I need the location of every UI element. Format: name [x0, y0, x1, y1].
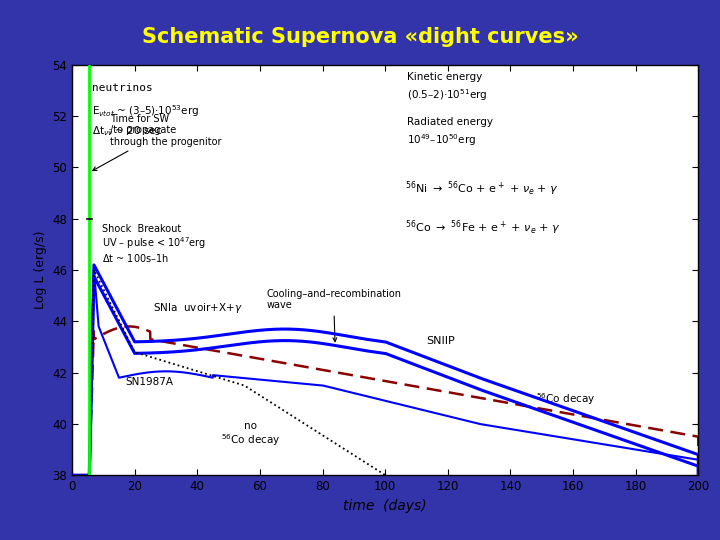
Text: SNIa  uvoir+X+$\gamma$: SNIa uvoir+X+$\gamma$ [153, 301, 243, 315]
Text: neutrinos: neutrinos [92, 83, 153, 93]
Text: $^{56}$Co decay: $^{56}$Co decay [221, 433, 280, 448]
Text: $^{56}$Ni $\rightarrow$ $^{56}$Co + e$^+$ + $\nu_e$ + $\gamma$: $^{56}$Ni $\rightarrow$ $^{56}$Co + e$^+… [397, 180, 559, 199]
Text: $\mathrm{E}_{\nu tot}$ ~ (3–5)·10$^{53}$erg: $\mathrm{E}_{\nu tot}$ ~ (3–5)·10$^{53}$… [92, 103, 199, 119]
Text: $\Delta\mathrm{t}_{\nu\bar{\nu}}$ ~ 20 sec: $\Delta\mathrm{t}_{\nu\bar{\nu}}$ ~ 20 s… [92, 124, 163, 138]
Text: $^{56}$Co decay: $^{56}$Co decay [536, 392, 595, 407]
Text: SNIIP: SNIIP [426, 336, 454, 346]
Text: 10$^{49}$–10$^{50}$erg: 10$^{49}$–10$^{50}$erg [407, 132, 477, 149]
Text: Kinetic energy: Kinetic energy [407, 72, 482, 82]
Text: Cooling–and–recombination
wave: Cooling–and–recombination wave [266, 289, 401, 342]
Text: Schematic Supernova «dight curves»: Schematic Supernova «dight curves» [142, 27, 578, 47]
Text: UV – pulse < 10$^{47}$erg: UV – pulse < 10$^{47}$erg [102, 235, 206, 251]
Text: $\Delta$t ~ 100s–1h: $\Delta$t ~ 100s–1h [102, 252, 168, 264]
Y-axis label: Log L (erg/s): Log L (erg/s) [34, 231, 47, 309]
X-axis label: time  (days): time (days) [343, 498, 427, 512]
Text: SN1987A: SN1987A [125, 377, 174, 387]
Text: Shock  Breakout: Shock Breakout [102, 224, 181, 233]
Text: Time for SW
/to propagate
through the progenitor: Time for SW /to propagate through the pr… [93, 114, 221, 171]
Text: (0.5–2)·10$^{51}$erg: (0.5–2)·10$^{51}$erg [407, 87, 487, 104]
Text: Radiated energy: Radiated energy [407, 117, 493, 127]
Text: $^{56}$Co $\rightarrow$ $^{56}$Fe + e$^+$ + $\nu_e$ + $\gamma$: $^{56}$Co $\rightarrow$ $^{56}$Fe + e$^+… [397, 218, 560, 237]
Text: no: no [244, 421, 257, 431]
